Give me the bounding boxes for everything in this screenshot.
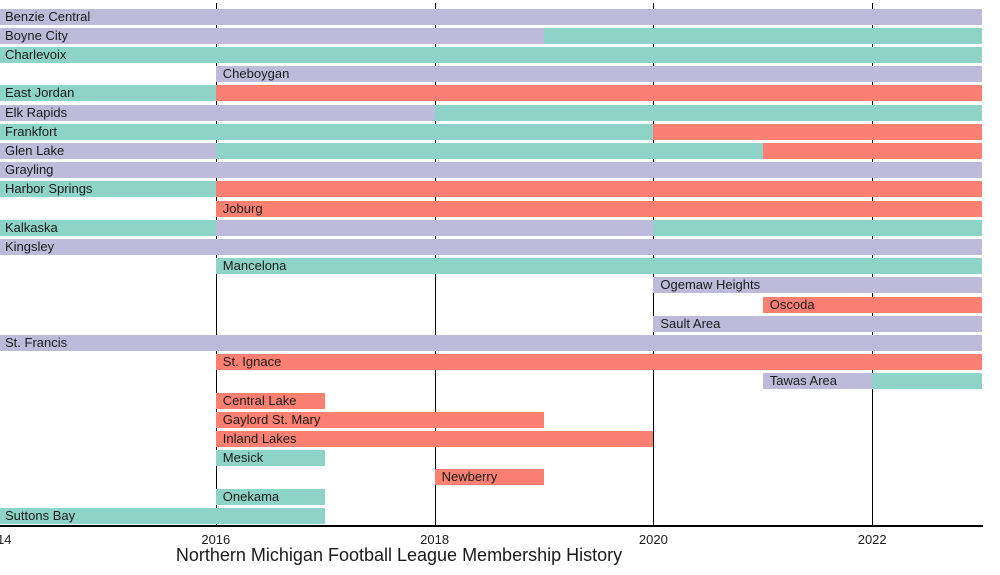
membership-bar-segment	[872, 373, 982, 390]
axis-tick-label-2014: 2014	[0, 532, 12, 547]
team-label: Grayling	[5, 162, 54, 178]
chart-title: Northern Michigan Football League Member…	[175, 545, 623, 565]
membership-bar-segment	[0, 46, 982, 63]
membership-bar-segment	[215, 392, 326, 409]
membership-bar-segment	[215, 85, 982, 102]
membership-bar-segment	[544, 27, 982, 44]
team-label: Benzie Central	[5, 8, 91, 24]
membership-bar-segment	[0, 104, 435, 121]
team-label: Boyne City	[5, 27, 68, 43]
team-label: Charlevoix	[5, 46, 67, 62]
team-label: East Jordan	[5, 85, 75, 101]
team-label: Mesick	[222, 450, 264, 466]
membership-bar-segment	[434, 104, 982, 121]
team-label: Ogemaw Heights	[660, 277, 761, 293]
membership-bar-segment	[215, 219, 654, 236]
membership-bar-segment	[0, 8, 982, 25]
membership-bar-segment	[0, 507, 326, 524]
membership-bar-segment	[0, 334, 982, 351]
team-label: Joburg	[222, 200, 263, 216]
membership-bar-segment	[653, 123, 982, 140]
team-label: Kalkaska	[5, 219, 58, 235]
x-axis-line	[0, 525, 983, 527]
membership-bar-segment	[762, 373, 873, 390]
axis-tick-label-2022: 2022	[857, 532, 887, 547]
membership-bar-segment	[0, 27, 544, 44]
team-label: Glen Lake	[5, 142, 65, 158]
membership-bar-segment	[215, 430, 654, 447]
membership-bar-segment	[762, 296, 982, 313]
membership-bar-segment	[762, 142, 982, 159]
axis-tick-label-2018: 2018	[420, 532, 450, 547]
membership-bar-segment	[215, 258, 982, 275]
team-label: St. Francis	[5, 334, 68, 350]
membership-bar-segment	[653, 277, 982, 294]
team-label: Gaylord St. Mary	[222, 411, 321, 427]
axis-tick-label-2020: 2020	[638, 532, 668, 547]
team-label: Cheboygan	[222, 66, 290, 82]
team-label: Mancelona	[222, 258, 287, 274]
membership-bar-segment	[215, 181, 982, 198]
team-label: Newberry	[441, 469, 498, 485]
team-label: Onekama	[222, 488, 280, 504]
membership-bar-segment	[434, 469, 544, 486]
membership-bar-segment	[215, 354, 982, 371]
team-label: Harbor Springs	[5, 181, 93, 197]
membership-bar-segment	[653, 315, 982, 332]
membership-bar-segment	[215, 411, 544, 428]
axis-tick-label-2016: 2016	[201, 532, 231, 547]
membership-bar-segment	[215, 142, 763, 159]
team-label: St. Ignace	[222, 354, 282, 370]
membership-bar-segment	[215, 200, 982, 217]
membership-bar-segment	[215, 488, 326, 505]
team-label: Suttons Bay	[5, 507, 76, 523]
membership-bar-segment	[215, 66, 982, 83]
team-label: Inland Lakes	[222, 430, 297, 446]
membership-bar-segment	[0, 219, 216, 236]
team-label: Central Lake	[222, 392, 297, 408]
team-label: Sault Area	[660, 315, 721, 331]
membership-bar-segment	[215, 450, 326, 467]
membership-bar-segment	[0, 162, 982, 179]
team-label: Tawas Area	[769, 373, 837, 389]
membership-bar-segment	[0, 142, 216, 159]
membership-bar-segment	[0, 238, 982, 255]
membership-bar-segment	[0, 85, 216, 102]
team-label: Elk Rapids	[5, 104, 68, 120]
team-label: Frankfort	[5, 123, 58, 139]
membership-bar-segment	[0, 123, 654, 140]
team-label: Kingsley	[5, 238, 55, 254]
membership-bar-segment	[653, 219, 982, 236]
team-label: Oscoda	[769, 296, 815, 312]
membership-bar-segment	[0, 181, 216, 198]
